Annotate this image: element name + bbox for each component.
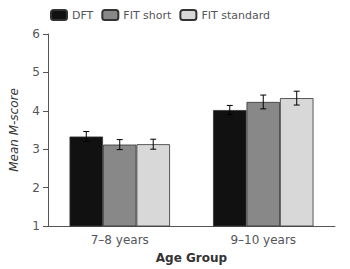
svg-text:DFT: DFT [72,9,94,22]
svg-text:Age Group: Age Group [156,251,228,265]
svg-text:7–8 years: 7–8 years [91,233,149,247]
svg-text:4: 4 [32,104,40,118]
svg-text:3: 3 [32,142,40,156]
svg-text:5: 5 [32,65,40,79]
svg-text:9–10 years: 9–10 years [230,233,296,247]
svg-text:2: 2 [32,181,40,195]
svg-text:Mean Μ-score: Mean Μ-score [7,88,21,172]
svg-text:6: 6 [32,27,40,41]
svg-text:1: 1 [32,219,40,233]
svg-text:FIT short: FIT short [123,9,172,22]
svg-text:FIT standard: FIT standard [201,9,270,22]
